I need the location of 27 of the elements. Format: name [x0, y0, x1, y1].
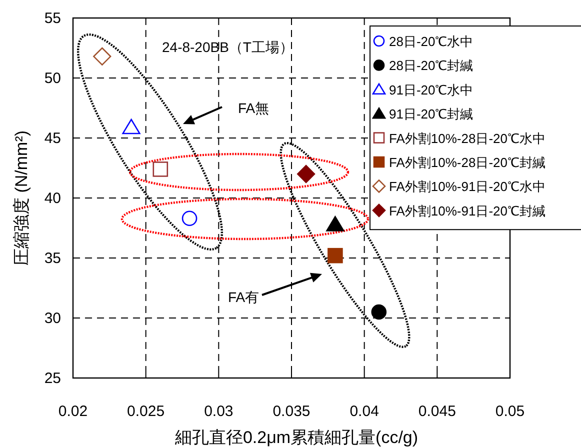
legend-label: 28日-20℃水中 — [389, 34, 474, 49]
y-axis-title: 圧縮強度 (N/mm²) — [12, 130, 31, 266]
legend-label: FA外割10%-28日-20℃封緘 — [389, 155, 546, 170]
y-tick-label: 45 — [44, 130, 61, 147]
annotation: FA無 — [238, 100, 270, 116]
x-tick-label: 0.025 — [127, 403, 165, 420]
x-tick-label: 0.04 — [350, 403, 379, 420]
y-tick-label: 50 — [44, 70, 61, 87]
x-tick-label: 0.03 — [204, 403, 234, 420]
legend-label: FA外割10%-28日-20℃水中 — [389, 130, 546, 146]
y-tick-label: 55 — [44, 10, 61, 27]
x-axis-title: 細孔直径0.2μm累積細孔量(cc/g) — [174, 428, 418, 447]
x-tick-label: 0.05 — [495, 403, 525, 420]
legend-label: 91日-20℃封緘 — [389, 106, 474, 122]
annotation: 24-8-20BB（T工場） — [162, 39, 294, 55]
y-tick-label: 35 — [44, 250, 61, 267]
legend-label: FA外割10%-91日-20℃封緘 — [389, 203, 546, 218]
y-tick-label: 30 — [44, 310, 61, 327]
legend-label: FA外割10%-91日-20℃水中 — [389, 179, 546, 194]
x-tick-label: 0.045 — [418, 403, 456, 420]
x-tick-label: 0.035 — [272, 403, 310, 420]
annotation: FA有 — [228, 289, 260, 305]
legend-label: 91日-20℃水中 — [389, 82, 474, 98]
y-tick-label: 25 — [44, 370, 61, 387]
legend-label: 28日-20℃封緘 — [389, 58, 474, 74]
y-tick-label: 40 — [44, 190, 61, 207]
x-tick-label: 0.02 — [58, 403, 88, 420]
